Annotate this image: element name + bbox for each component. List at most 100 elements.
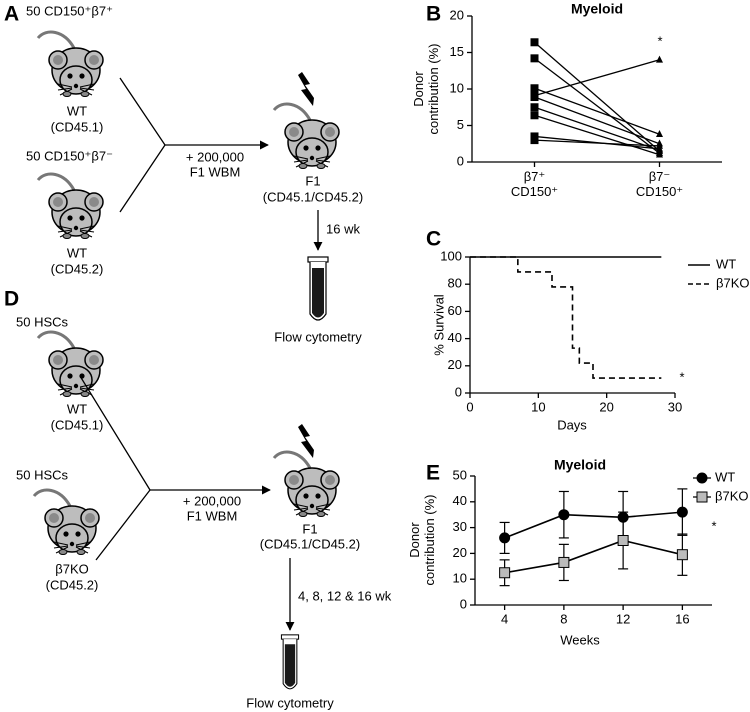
support-label: + 200,000 <box>183 493 241 508</box>
x-tick-label: β7⁻ CD150⁺ <box>636 169 683 199</box>
tube <box>307 256 329 321</box>
marker <box>558 509 570 521</box>
cd45-label: (CD45.2) <box>46 577 99 592</box>
legend-label: WT <box>715 469 735 484</box>
marker <box>530 103 539 112</box>
cd45-label: (CD45.2) <box>51 261 104 276</box>
annotation: * <box>657 33 662 48</box>
time-label: 4, 8, 12 & 16 wk <box>298 588 392 603</box>
y-tick-label: 50 <box>453 467 467 482</box>
x-tick-label: 0 <box>466 399 473 414</box>
x-tick-label: 10 <box>531 399 545 414</box>
x-tick-label: 4 <box>501 611 508 626</box>
y-tick-label: 40 <box>448 330 462 345</box>
y-tick-label: 0 <box>455 384 462 399</box>
y-tick-label: 20 <box>450 7 464 22</box>
mouse <box>36 30 105 99</box>
x-tick-label: 20 <box>599 399 613 414</box>
y-tick-label: 0 <box>460 596 467 611</box>
marker <box>656 150 663 158</box>
panel-label: D <box>4 288 19 311</box>
x-tick-label: 8 <box>560 611 567 626</box>
x-axis-label: Days <box>557 417 587 432</box>
pair-line <box>534 114 660 156</box>
y-tick-label: 30 <box>453 519 467 534</box>
y-tick-label: 40 <box>453 493 467 508</box>
series-line <box>504 511 683 539</box>
x-tick-label: 16 <box>675 611 689 626</box>
y-tick-label: 10 <box>453 571 467 586</box>
marker <box>530 111 539 120</box>
support-label: F1 WBM <box>190 164 241 179</box>
support-label: + 200,000 <box>186 149 244 164</box>
marker <box>558 556 570 568</box>
mouse <box>32 488 101 556</box>
y-tick-label: 0 <box>457 153 464 168</box>
pair-line <box>534 59 660 97</box>
panel-label: C <box>426 228 441 251</box>
mouse <box>36 172 105 240</box>
marker <box>696 472 708 484</box>
pair-line <box>534 57 660 154</box>
marker <box>696 491 708 503</box>
marker <box>656 141 663 149</box>
cd45-label: (CD45.1/CD45.2) <box>263 189 363 204</box>
pair-line <box>534 87 660 135</box>
legend-label: β7KO <box>716 275 750 290</box>
y-axis-label: % Survival <box>431 294 446 356</box>
marker <box>530 93 539 102</box>
chart-title: Myeloid <box>571 1 623 17</box>
annotation: * <box>679 369 684 384</box>
y-tick-label: 100 <box>440 248 462 263</box>
panel-label: E <box>426 462 440 485</box>
y-tick-label: 15 <box>450 44 464 59</box>
marker <box>499 567 511 579</box>
donor-label: 50 HSCs <box>16 314 69 329</box>
tube <box>280 634 300 690</box>
time-label: 16 wk <box>326 221 360 236</box>
recipient-label: F1 <box>305 173 320 188</box>
marker <box>656 130 663 138</box>
irradiation <box>298 72 314 106</box>
x-tick-label: 30 <box>668 399 682 414</box>
marker <box>530 38 539 47</box>
x-tick-label: 12 <box>616 611 630 626</box>
pair-line <box>534 106 660 151</box>
marker <box>530 54 539 63</box>
chart-title: Myeloid <box>554 457 606 473</box>
y-tick-label: 60 <box>448 303 462 318</box>
donor-label: 50 CD150⁺β7⁺ <box>26 3 113 18</box>
marker <box>617 535 629 546</box>
legend-label: WT <box>716 256 736 271</box>
y-axis-label: Donorcontribution (%) <box>407 494 437 585</box>
strain-label: WT <box>67 401 87 416</box>
marker <box>656 55 663 63</box>
strain-label: β7KO <box>55 561 89 576</box>
x-tick-label: β7⁺ CD150⁺ <box>511 169 558 199</box>
pair-line <box>534 41 660 152</box>
cd45-label: (CD45.1/CD45.2) <box>260 536 360 551</box>
y-tick-label: 5 <box>457 117 464 132</box>
donor-label: 50 CD150⁺β7⁻ <box>26 148 113 163</box>
y-tick-label: 20 <box>453 545 467 560</box>
donor-label: 50 HSCs <box>16 467 69 482</box>
legend-label: β7KO <box>715 488 749 503</box>
marker <box>530 136 539 145</box>
support-label: F1 WBM <box>187 508 238 523</box>
pair-line <box>534 96 660 145</box>
strain-label: WT <box>67 245 87 260</box>
panel-label: A <box>4 3 19 26</box>
marker <box>530 84 539 93</box>
cd45-label: (CD45.1) <box>51 417 104 432</box>
y-tick-label: 10 <box>450 80 464 95</box>
marker <box>499 532 511 544</box>
y-tick-label: 80 <box>448 276 462 291</box>
strain-label: WT <box>67 103 87 118</box>
y-axis-label: Donorcontribution (%) <box>411 43 441 134</box>
recipient-label: F1 <box>302 521 317 536</box>
readout-label: Flow cytometry <box>246 695 334 710</box>
marker <box>676 506 688 518</box>
mouse <box>272 450 341 518</box>
mouse <box>272 102 341 170</box>
